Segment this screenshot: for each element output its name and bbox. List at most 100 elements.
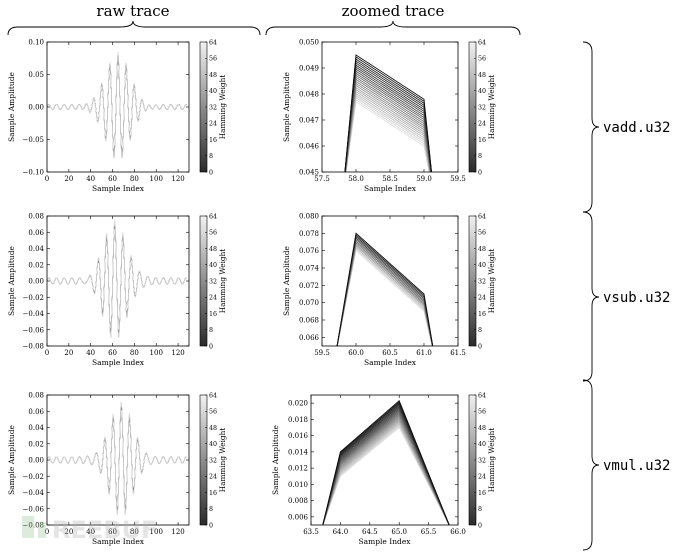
y-tick-label: 0.04	[28, 245, 44, 253]
x-axis-label: Sample Index	[92, 184, 145, 193]
colorbar-tick-label: 16	[478, 490, 486, 497]
row-label-vmul: vmul.u32	[603, 458, 670, 474]
colorbar-tick-label: 16	[209, 490, 217, 497]
x-tick-label: 61.0	[416, 349, 432, 357]
colorbar-tick-label: 64	[209, 392, 217, 399]
trace-line	[47, 51, 187, 160]
y-tick-label: 0.010	[288, 481, 308, 489]
y-tick-label: 0.066	[299, 334, 320, 342]
y-tick-label: 0.050	[299, 39, 319, 47]
trace-line	[47, 404, 187, 513]
x-tick-label: 57.5	[314, 175, 330, 183]
x-tick-label: 40	[86, 175, 95, 183]
trace-line	[344, 54, 432, 172]
colorbar-tick-label: 8	[209, 506, 213, 513]
x-tick-label: 20	[64, 175, 73, 183]
axes-frame	[46, 41, 190, 173]
x-tick-label: 60.5	[382, 349, 398, 357]
y-tick-label: 0.02	[28, 261, 44, 269]
colorbar-tick-label: 24	[209, 121, 217, 128]
colorbar-tick-label: 48	[209, 246, 217, 253]
panel-raw-vadd: 0 20 40 60 80 100 120−0.10−0.050.000.050.10Sam…	[7, 39, 227, 194]
x-tick-label: 100	[150, 175, 163, 183]
y-tick-label: 0.068	[299, 317, 319, 325]
x-tick-label: 20	[64, 349, 73, 357]
y-tick-label: 0.02	[28, 440, 44, 448]
colorbar-tick-label: 0	[478, 169, 482, 176]
y-tick-label: 0.00	[28, 457, 44, 465]
colorbar-tick-label: 0	[209, 522, 213, 529]
colorbar-tick-label: 24	[209, 295, 217, 302]
x-tick-label: 64.0	[333, 528, 349, 536]
y-tick-label: 0.008	[288, 497, 308, 505]
x-tick-label: 100	[150, 528, 163, 536]
column-brace-zoomed	[265, 20, 521, 36]
x-tick-label: 60	[108, 349, 117, 357]
colorbar-tick-label: 40	[478, 441, 486, 448]
trace-line	[336, 232, 434, 346]
x-tick-label: 66.0	[450, 528, 466, 536]
colorbar-tick-label: 32	[478, 457, 486, 464]
x-axis-label: Sample Index	[92, 358, 145, 367]
column-title-zoomed: zoomed trace	[342, 2, 445, 20]
colorbar-tick-label: 32	[209, 278, 217, 285]
colorbar-label: Hamming Weight	[487, 428, 496, 493]
y-tick-label: 0.072	[299, 282, 319, 290]
colorbar-tick-label: 40	[209, 262, 217, 269]
x-tick-label: 65.5	[421, 528, 437, 536]
x-tick-label: 65.0	[391, 528, 407, 536]
x-tick-label: 120	[171, 175, 184, 183]
colorbar-tick-label: 16	[478, 137, 486, 144]
panel-zoom-vadd: 57.5 58.0 58.5 59.0 59.5 0.045 0.046 0.047 0.048…	[282, 39, 496, 194]
trace-line	[47, 402, 187, 515]
colorbar-tick-label: 48	[478, 246, 486, 253]
panel-zoom-vmul: 63.5 64.0 64.5 65.0 65.5 66.0 0.006 0.008 0.010 0…	[271, 392, 496, 546]
trace-line	[47, 220, 187, 339]
colorbar-tick-label: 64	[478, 39, 486, 46]
plot-area	[47, 401, 187, 516]
trace-line	[336, 238, 434, 346]
colorbar-tick-label: 24	[478, 121, 486, 128]
y-tick-label: 0.05	[28, 71, 44, 79]
y-tick-label: 0.018	[288, 416, 308, 424]
y-tick-label: 0.06	[28, 408, 44, 416]
x-axis-label: Sample Index	[364, 184, 417, 193]
watermark-text: REEBUF	[52, 516, 157, 544]
y-tick-label: 0.047	[299, 117, 319, 125]
trace-line	[322, 426, 450, 525]
x-tick-label: 120	[171, 528, 184, 536]
colorbar-tick-label: 0	[478, 343, 482, 350]
y-axis-label: Sample Amplitude	[7, 424, 16, 495]
row-brace-vmul	[582, 379, 600, 551]
colorbar-tick-label: 16	[209, 137, 217, 144]
colorbar-tick-label: 8	[209, 153, 213, 160]
y-tick-label: 0.00	[28, 104, 44, 112]
y-tick-label: 0.08	[28, 213, 44, 221]
colorbar-tick-label: 40	[478, 88, 486, 95]
colorbar-tick-label: 32	[209, 457, 217, 464]
colorbar-tick-label: 40	[209, 441, 217, 448]
colorbar-tick-label: 24	[478, 474, 486, 481]
colorbar-tick-label: 64	[209, 39, 217, 46]
y-tick-label: 0.06	[28, 229, 44, 237]
x-tick-label: 40	[86, 349, 95, 357]
y-tick-label: 0.10	[28, 39, 44, 47]
x-tick-label: 80	[130, 175, 139, 183]
colorbar-tick-label: 48	[209, 425, 217, 432]
colorbar-tick-label: 56	[478, 56, 486, 63]
x-tick-label: 60	[108, 528, 117, 536]
x-tick-label: 80	[130, 528, 139, 536]
y-axis-label: Sample Amplitude	[7, 71, 16, 142]
trace-line	[322, 399, 450, 525]
x-tick-label: 58.0	[348, 175, 364, 183]
trace-line	[47, 401, 187, 515]
colorbar-tick-label: 32	[478, 104, 486, 111]
x-axis-label: Sample Index	[364, 358, 417, 367]
x-tick-label: 60	[108, 175, 117, 183]
panel-zoom-vsub: 59.5 60.0 60.5 61.0 61.5 0.066 0.068 0.070 0.072…	[282, 213, 496, 368]
y-axis-label: Sample Amplitude	[271, 424, 280, 495]
y-tick-label: 0.046	[299, 143, 320, 151]
x-tick-label: 64.5	[362, 528, 378, 536]
colorbar-label: Hamming Weight	[218, 75, 227, 140]
